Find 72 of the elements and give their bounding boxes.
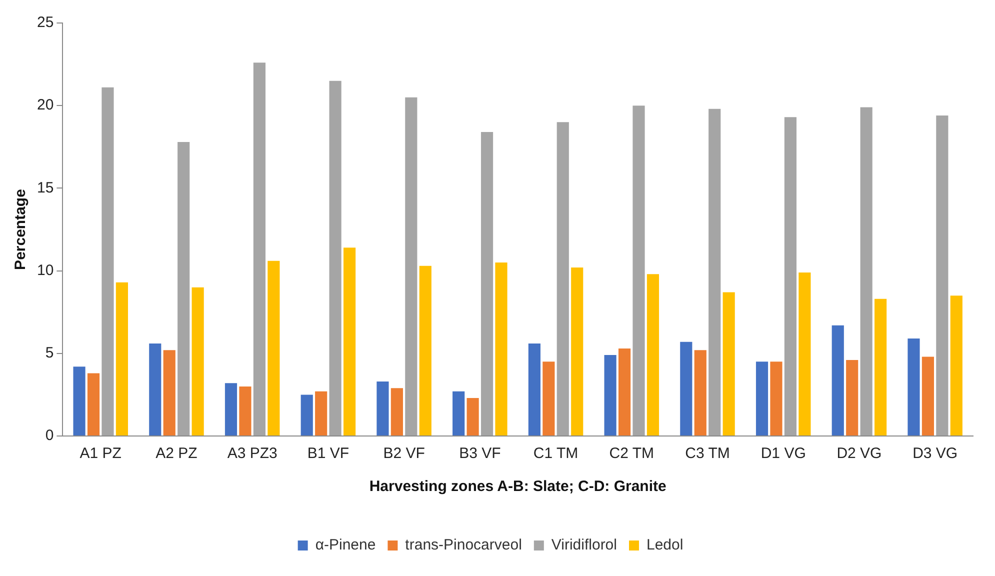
bar	[178, 142, 190, 436]
x-tick-label: D2 VG	[836, 445, 882, 462]
bar	[343, 248, 356, 436]
bar	[908, 338, 920, 436]
x-tick-label: C2 TM	[609, 445, 654, 462]
x-tick-label: B3 VF	[459, 445, 501, 462]
bar	[419, 266, 432, 436]
bar	[798, 272, 811, 436]
bar	[300, 394, 313, 436]
bar	[253, 62, 266, 436]
bar	[708, 108, 721, 436]
legend-label: Viridiflorol	[551, 536, 617, 554]
bar	[784, 117, 797, 436]
bar	[542, 362, 555, 436]
bar	[73, 366, 86, 436]
legend-label: α-Pinene	[315, 536, 376, 554]
x-tick-label: D1 VG	[760, 445, 806, 462]
bar	[224, 383, 238, 436]
y-tick-label: 10	[36, 262, 54, 279]
bar	[480, 132, 494, 436]
bar	[315, 391, 328, 436]
bar	[770, 362, 782, 436]
x-tick-label: A1 PZ	[80, 445, 122, 462]
y-axis-title: Percentage	[12, 189, 30, 270]
x-tick-label: A2 PZ	[156, 445, 198, 462]
x-tick-label: A3 PZ3	[227, 445, 278, 462]
bar	[452, 391, 465, 436]
bar	[329, 80, 342, 436]
x-tick-label: B1 VF	[307, 445, 350, 462]
x-tick-label: B2 VF	[383, 445, 425, 462]
bar	[722, 292, 735, 436]
bar	[922, 356, 934, 436]
bar	[694, 350, 706, 436]
bar	[618, 348, 631, 436]
bar	[680, 342, 692, 436]
legend-label: Ledol	[646, 536, 684, 554]
bar	[163, 350, 176, 436]
x-tick-label: C3 TM	[685, 445, 730, 462]
bar	[556, 122, 569, 436]
bar	[87, 373, 100, 436]
bar	[149, 343, 162, 436]
bar	[390, 388, 403, 436]
bar	[466, 398, 479, 436]
bar	[405, 97, 418, 436]
bar	[860, 107, 872, 436]
y-tick-label: 0	[45, 427, 54, 444]
x-tick-label: D3 VG	[912, 445, 958, 462]
bar	[646, 274, 660, 436]
legend-label: trans-Pinocarveol	[405, 536, 522, 554]
bar	[116, 282, 128, 436]
y-tick-label: 25	[36, 14, 54, 32]
x-tick-label: C1 TM	[533, 445, 578, 462]
bar	[846, 360, 858, 436]
bar	[874, 298, 887, 436]
bar	[632, 106, 645, 436]
bar	[268, 260, 280, 436]
bar	[192, 287, 204, 436]
x-axis-title: Harvesting zones A-B: Slate; C-D: Granite	[369, 478, 666, 496]
bar	[756, 362, 768, 436]
bar	[832, 325, 844, 436]
bar	[376, 381, 389, 436]
y-tick-label: 5	[45, 344, 54, 362]
bar	[495, 262, 508, 436]
bar	[102, 87, 114, 436]
bar	[936, 116, 948, 436]
y-tick-label: 20	[36, 96, 54, 114]
bar	[604, 355, 616, 436]
bar	[239, 386, 252, 436]
bar	[571, 267, 584, 436]
bar	[528, 343, 540, 436]
y-tick-label: 15	[36, 179, 54, 196]
bar	[950, 296, 962, 436]
